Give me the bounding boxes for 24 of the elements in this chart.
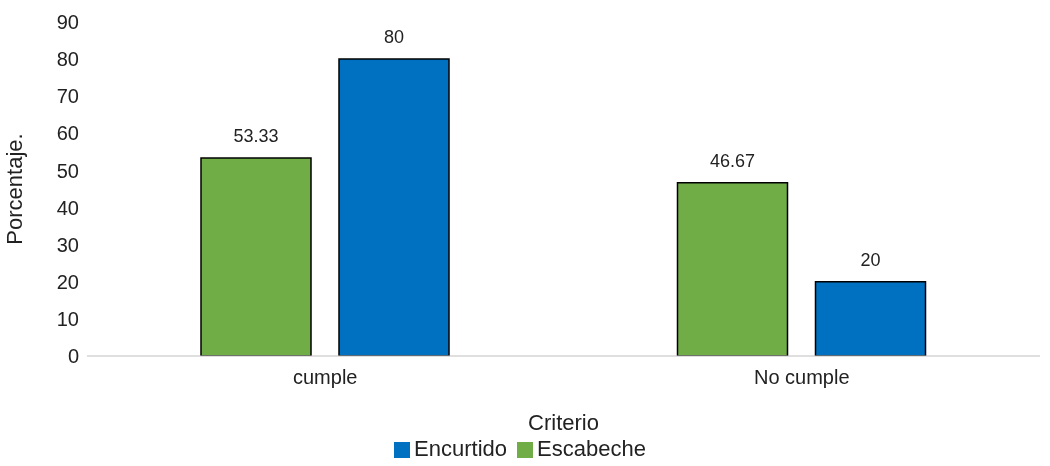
bar [676,182,789,356]
y-tick-label: 80 [56,48,79,71]
legend-label: Encurtido [414,436,508,461]
x-tick-label: cumple [293,366,358,389]
y-tick-label: 10 [56,307,79,330]
data-label: 20 [860,249,881,270]
y-tick-label: 60 [56,122,79,145]
x-axis-title: Criterio [528,410,599,435]
y-tick-label: 40 [56,196,79,219]
bar [814,281,927,356]
legend-label: Escabeche [537,436,646,461]
y-tick-label: 90 [56,11,79,34]
y-tick-label: 0 [67,345,79,368]
y-tick-label: 70 [56,85,79,108]
y-axis-title: Porcentaje. [1,133,27,245]
data-label: 80 [383,27,405,48]
x-tick-label: No cumple [753,366,850,389]
y-tick-label: 50 [56,159,79,182]
bar [200,157,312,356]
bar [338,58,450,356]
y-tick-label: 20 [56,270,79,293]
y-tick-label: 30 [56,233,79,256]
data-label: 53.33 [233,126,279,147]
data-label: 46.67 [709,150,756,171]
